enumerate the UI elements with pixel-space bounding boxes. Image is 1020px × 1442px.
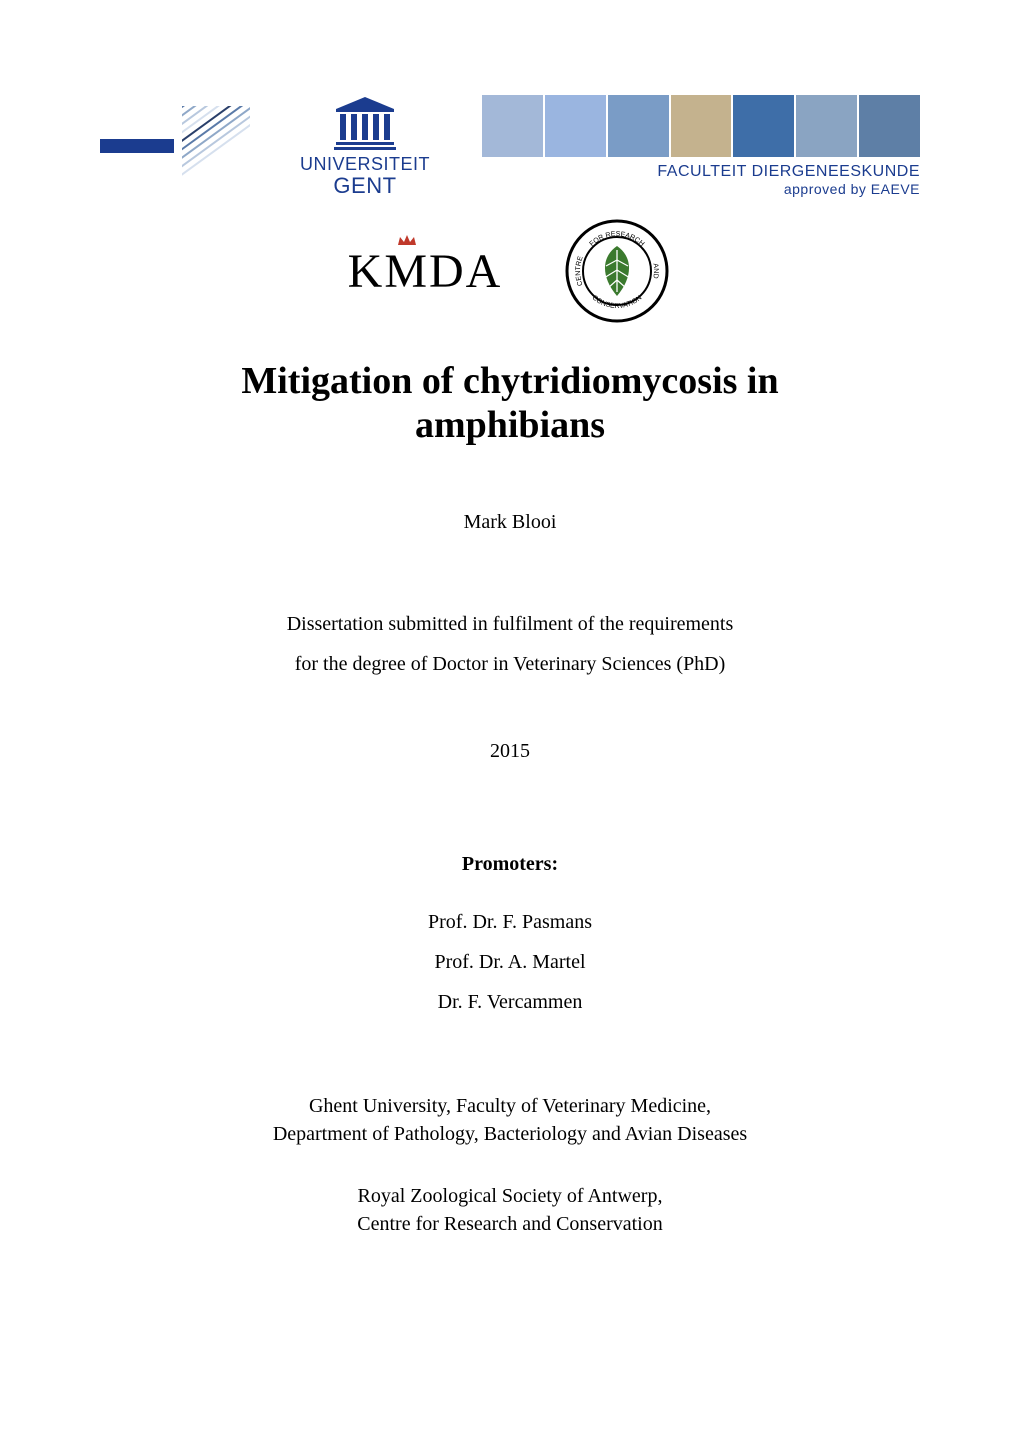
author-name: Mark Blooi [100,511,920,534]
svg-text:FOR RESEARCH: FOR RESEARCH [589,231,646,248]
ugent-wordmark: UNIVERSITEIT GENT [300,155,430,197]
promoters-heading: Promoters: [100,853,920,876]
faculty-label: FACULTEIT DIERGENEESKUNDE approved by EA… [657,163,920,197]
promoter-1: Prof. Dr. F. Pasmans [100,902,920,942]
affil1-line1: Ghent University, Faculty of Veterinary … [100,1092,920,1120]
faculty-line2: approved by EAEVE [657,181,920,197]
kmda-k: K [348,244,385,299]
affiliation-2: Royal Zoological Society of Antwerp, Cen… [100,1182,920,1238]
ugent-line2: GENT [300,174,430,197]
logo-row-top: UNIVERSITEIT GENT FACULTEIT DIERGENEESKU… [100,96,920,196]
title-line1: Mitigation of chytridiomycosis in [241,360,778,402]
logo-row-second: K M DA [100,216,920,326]
dissertation-title-page: UNIVERSITEIT GENT FACULTEIT DIERGENEESKU… [0,0,1020,1442]
dissertation-line1: Dissertation submitted in fulfilment of … [100,604,920,644]
crc-logo: FOR RESEARCH CONSERVATION CENTRE AND [562,216,672,326]
faculty-line1: FACULTEIT DIERGENEESKUNDE [657,163,920,181]
kmda-logo: K M DA [348,244,503,299]
blue-strip [100,139,174,153]
svg-text:CONSERVATION: CONSERVATION [591,294,644,310]
dissertation-line2: for the degree of Doctor in Veterinary S… [100,644,920,684]
affiliations: Ghent University, Faculty of Veterinary … [100,1092,920,1238]
document-title: Mitigation of chytridiomycosis in amphib… [100,360,920,447]
kmda-m: M [384,244,429,299]
title-line2: amphibians [415,404,605,446]
year: 2015 [100,740,920,763]
affil1-line2: Department of Pathology, Bacteriology an… [100,1120,920,1148]
affil2-line2: Centre for Research and Conservation [100,1210,920,1238]
affil2-line1: Royal Zoological Society of Antwerp, [100,1182,920,1210]
promoter-2: Prof. Dr. A. Martel [100,942,920,982]
streak-graphic [182,106,250,186]
crown-icon [397,234,417,246]
svg-text:AND: AND [652,263,660,279]
crc-emblem-icon: FOR RESEARCH CONSERVATION CENTRE AND [562,216,672,326]
promoter-3: Dr. F. Vercammen [100,982,920,1022]
ugent-logo: UNIVERSITEIT GENT [300,95,430,197]
affiliation-1: Ghent University, Faculty of Veterinary … [100,1092,920,1148]
ugent-temple-icon [330,95,400,151]
ugent-line1: UNIVERSITEIT [300,155,430,174]
kmda-da: DA [429,244,502,299]
faculty-banner-image [480,95,920,157]
faculty-banner: FACULTEIT DIERGENEESKUNDE approved by EA… [480,95,920,197]
